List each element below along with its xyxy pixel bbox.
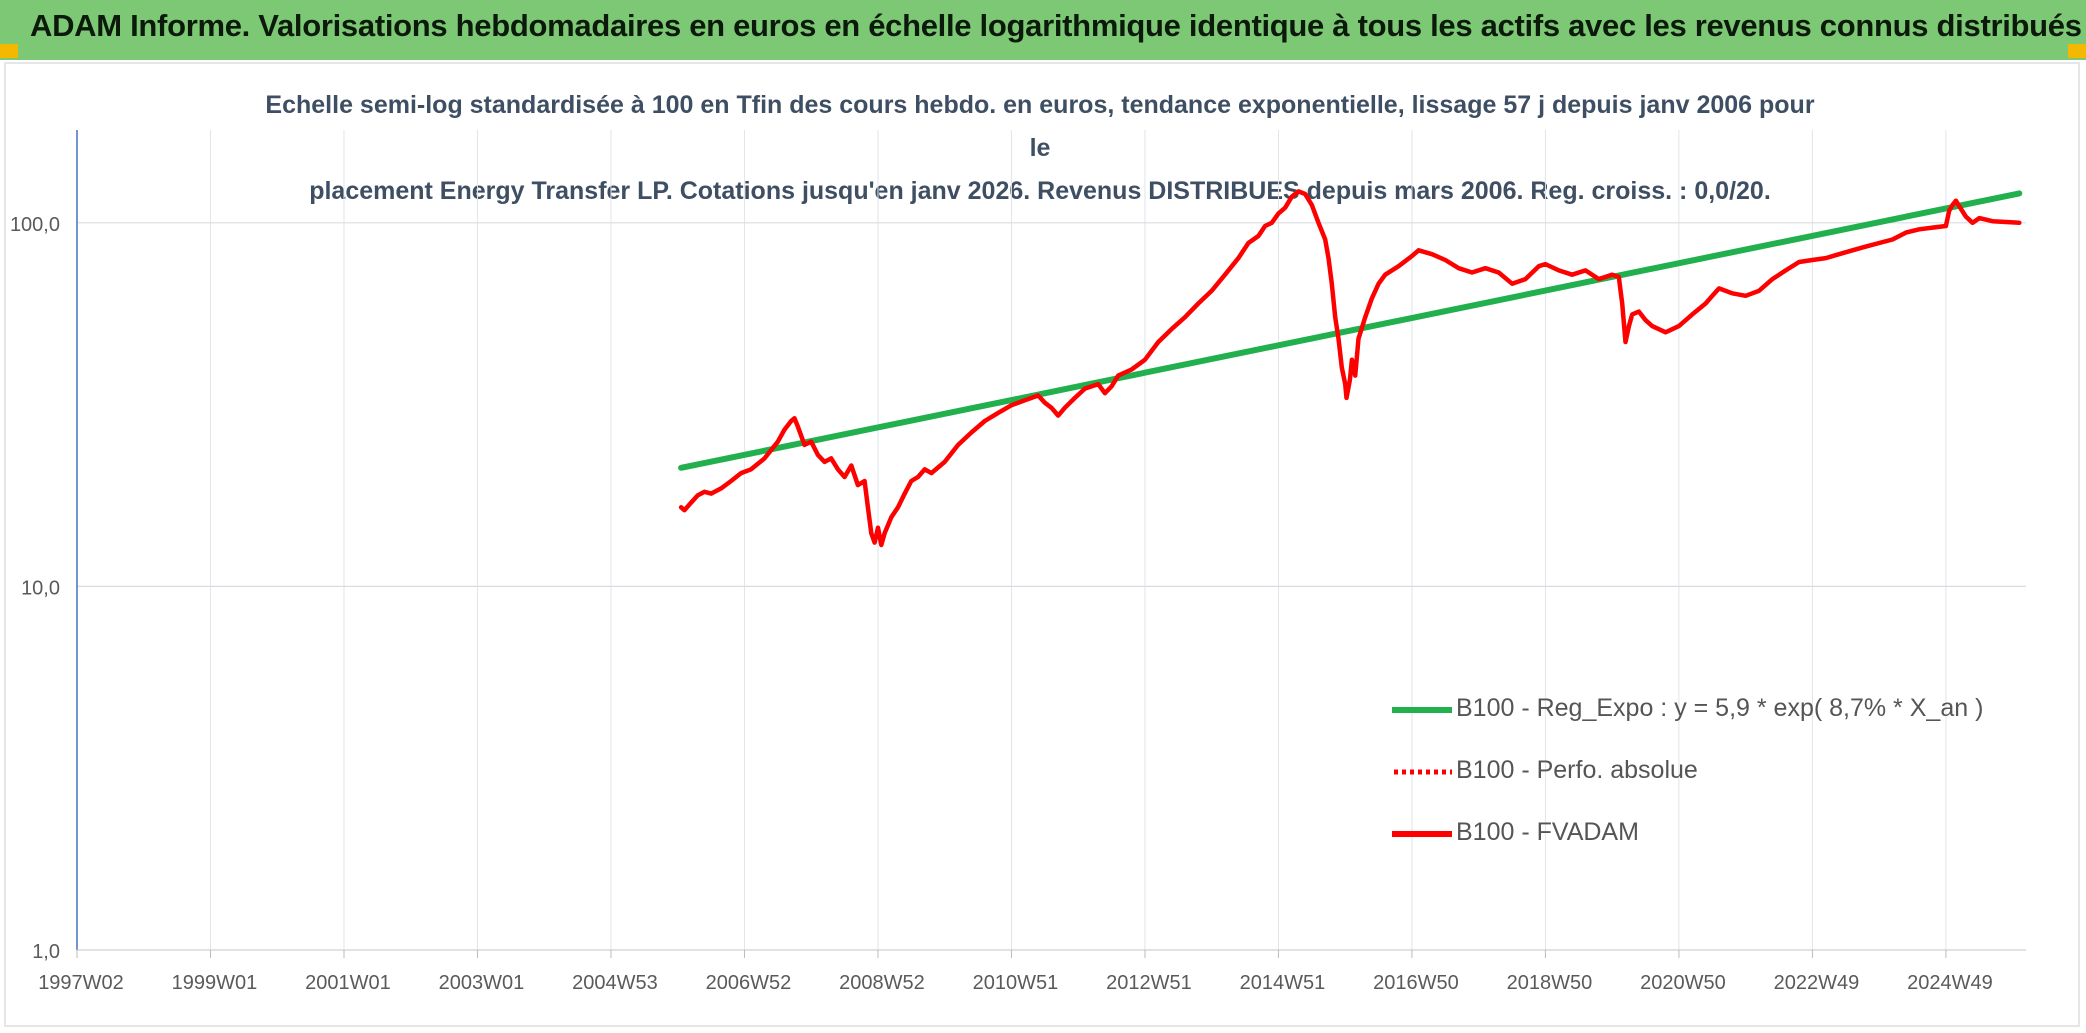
report-header: ADAM Informe. Valorisations hebdomadaire… — [0, 0, 2086, 60]
chart-title-line-1: Echelle semi-log standardisée à 100 en T… — [265, 91, 1815, 162]
x-tick-label: 2012W51 — [1106, 972, 1192, 994]
legend-label-absolute-perf: B100 - Perfo. absolue — [1456, 756, 1698, 784]
x-tick-label: 2024W49 — [1907, 972, 1993, 994]
y-tick-label: 10,0 — [21, 577, 60, 599]
x-tick-label: 2016W50 — [1373, 972, 1459, 994]
legend-item-absolute-perf: B100 - Perfo. absolue — [1390, 752, 1990, 792]
x-tick-label: 2022W49 — [1774, 972, 1860, 994]
chart-frame — [4, 62, 2080, 1027]
x-tick-label: 2020W50 — [1640, 972, 1726, 994]
chart-title-line-2: placement Energy Transfer LP. Cotations … — [309, 177, 1771, 205]
x-tick-label: 2006W52 — [706, 972, 792, 994]
x-tick-label: 2004W53 — [572, 972, 658, 994]
x-tick-label: 1999W01 — [172, 972, 258, 994]
series-line-2 — [678, 189, 2022, 548]
x-tick-label: 2018W50 — [1507, 972, 1593, 994]
x-tick-label: 2010W51 — [973, 972, 1059, 994]
x-tick-label: 2001W01 — [305, 972, 391, 994]
legend-swatch-fvadam — [1392, 831, 1452, 837]
y-tick-label: 100,0 — [10, 214, 60, 236]
legend-swatch-absolute-perf — [1394, 769, 1452, 775]
y-tick-label: 1,0 — [32, 941, 60, 963]
series-line-0 — [678, 190, 2023, 471]
corner-marker-left — [0, 44, 18, 58]
legend-item-regression: B100 - Reg_Expo : y = 5,9 * exp( 8,7% * … — [1390, 690, 1990, 730]
legend-label-fvadam: B100 - FVADAM — [1456, 818, 1639, 846]
report-title: ADAM Informe. Valorisations hebdomadaire… — [30, 8, 2082, 43]
legend-label-regression: B100 - Reg_Expo : y = 5,9 * exp( 8,7% * … — [1456, 694, 1984, 722]
chart-title: Echelle semi-log standardisée à 100 en T… — [260, 84, 1820, 213]
corner-marker-right — [2068, 44, 2086, 58]
legend-item-fvadam: B100 - FVADAM — [1390, 814, 1990, 854]
legend-swatch-regression — [1392, 707, 1452, 713]
x-tick-label: 1997W02 — [38, 972, 124, 994]
x-tick-label: 2014W51 — [1240, 972, 1326, 994]
x-tick-label: 2008W52 — [839, 972, 925, 994]
x-tick-label: 2003W01 — [439, 972, 525, 994]
